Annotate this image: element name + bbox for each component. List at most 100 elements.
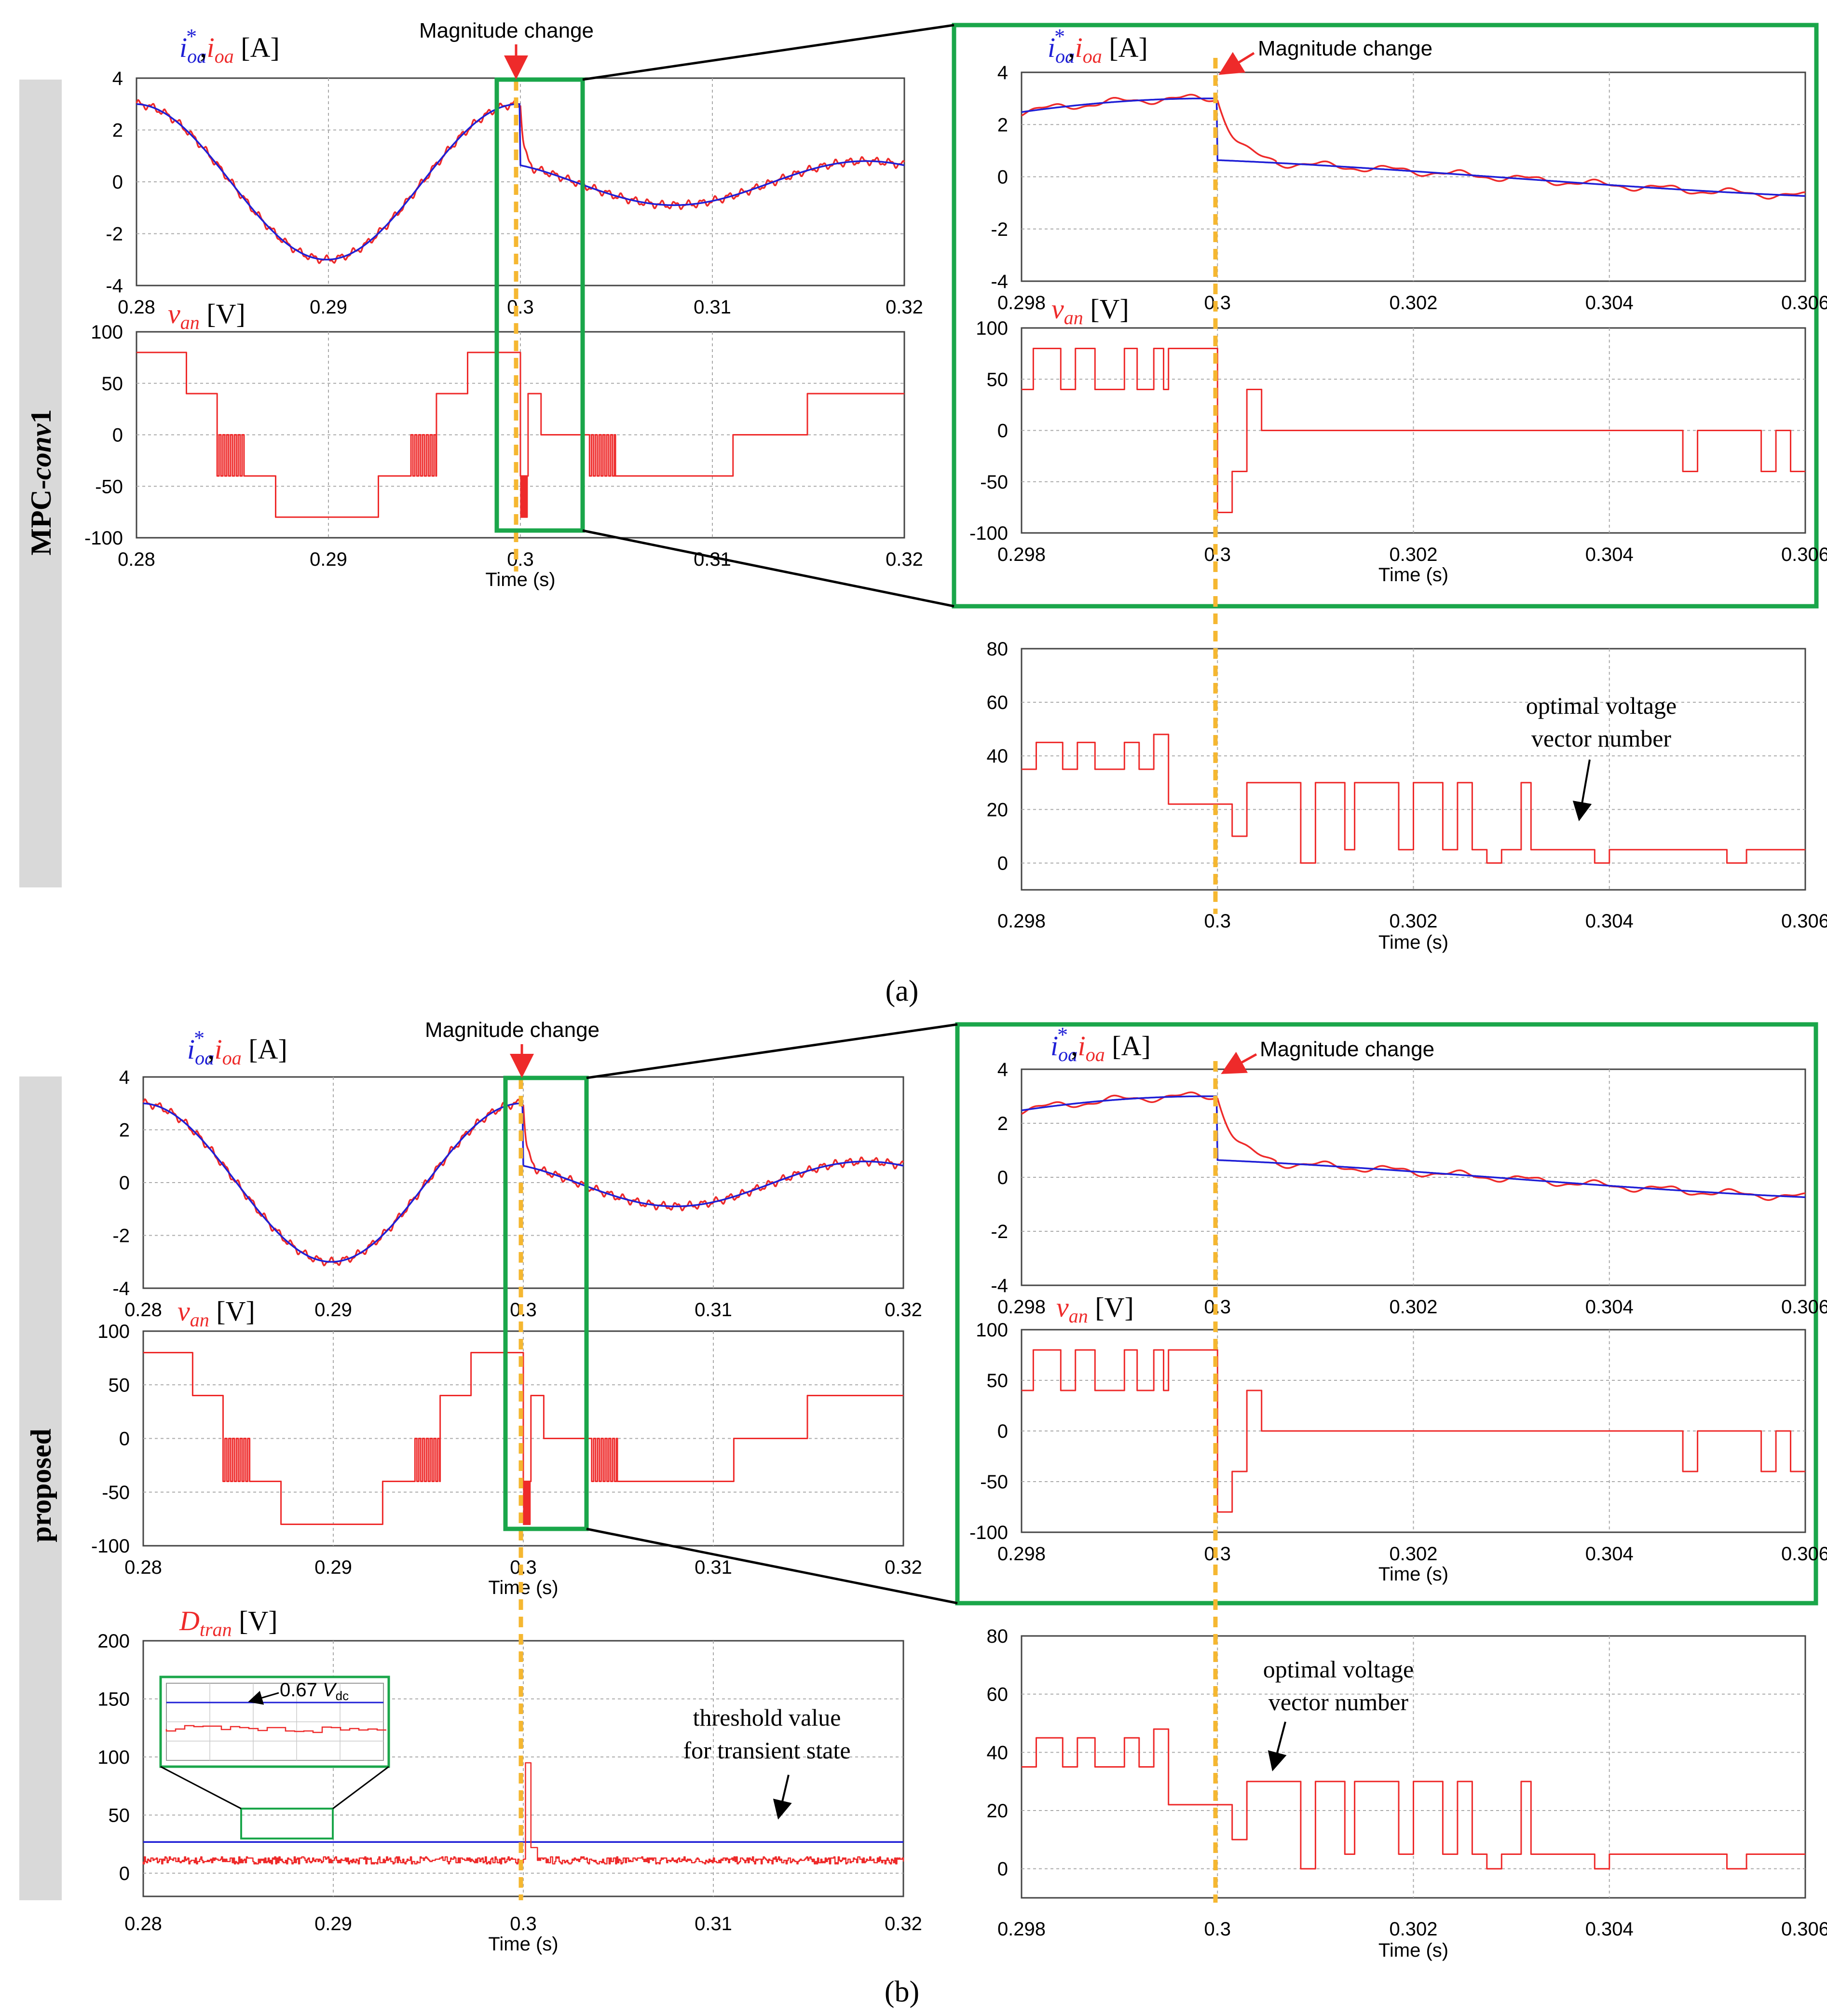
magnitude-change-label: Magnitude change (419, 19, 594, 42)
voltage-axis-title: Dtran [V] (179, 1605, 278, 1640)
chart-a_voltage_zoom: 0.2980.30.3020.3040.306100500-50-100Time… (969, 318, 1827, 586)
x-tick-label: 0.306 (1781, 544, 1827, 565)
x-tick-label: 0.32 (885, 1299, 922, 1321)
voltage-axis-title: van [V] (168, 298, 245, 333)
x-tick-label: 0.28 (124, 1299, 162, 1321)
y-tick-label: 0 (997, 421, 1008, 442)
x-tick-label: 0.3 (510, 1299, 537, 1321)
x-tick-label: 0.304 (1585, 1543, 1634, 1565)
series-optimal-vector (1022, 1728, 1805, 1870)
x-tick-label: 0.306 (1781, 911, 1827, 932)
side-label-a: MPC-conv1 (19, 80, 62, 887)
series-measured-current (1021, 94, 1806, 200)
y-tick-label: -2 (112, 1226, 130, 1247)
threshold-label: for transient state (683, 1737, 850, 1764)
x-tick-label: 0.298 (997, 1919, 1046, 1940)
threshold-arrow (773, 1774, 792, 1820)
x-tick-label: 0.31 (695, 1913, 732, 1934)
panel-label-b: (b) (885, 1975, 919, 2008)
y-tick-label: 50 (109, 1375, 130, 1396)
optimal-vector-label: vector number (1531, 725, 1672, 752)
y-tick-label: -100 (91, 1536, 130, 1557)
y-tick-label: -4 (106, 275, 123, 297)
y-tick-label: 80 (987, 639, 1009, 660)
y-tick-label: -100 (969, 1522, 1008, 1543)
series-phase-voltage (136, 352, 905, 518)
dtran-zoom-box (240, 1808, 334, 1839)
voltage-axis-title: van [V] (1056, 1292, 1134, 1327)
x-axis-label: Time (s) (1378, 564, 1448, 586)
x-tick-label: 0.32 (886, 297, 923, 318)
y-tick-label: -50 (95, 476, 123, 497)
y-tick-label: -100 (969, 523, 1008, 544)
zoom-box (494, 77, 585, 533)
x-tick-label: 0.306 (1781, 1543, 1827, 1565)
y-tick-label: 0 (119, 1429, 130, 1450)
chart-b_voltage_full: 0.28 0.29 0.3 0.31 0.32 100 50 0 -50 -100 Time (s) (91, 1321, 922, 1598)
current-axis-title: ioa* ,ioa [A] (187, 1026, 287, 1069)
y-tick-label: -2 (991, 219, 1008, 240)
x-tick-label: 0.302 (1389, 1543, 1437, 1565)
x-tick-label: 0.28 (118, 297, 155, 318)
magnitude-change-arrow (1221, 1051, 1257, 1074)
chart-b_voltage_zoom: 0.2980.30.3020.3040.306100500-50-100Time… (969, 1320, 1827, 1585)
y-tick-label: -2 (991, 1221, 1008, 1242)
series-reference-current (1021, 97, 1806, 197)
magnitude-change-label: Magnitude change (1258, 37, 1432, 60)
y-tick-label: 0 (112, 172, 123, 193)
chart-b_current_full: 0.28 0.29 0.3 0.31 0.32 4 2 0 -2 -4 (112, 1067, 922, 1321)
x-tick-label: 0.306 (1781, 1296, 1827, 1318)
magnitude-change-arrow (1218, 52, 1255, 75)
y-tick-label: 2 (112, 120, 123, 141)
y-tick-label: 0 (119, 1863, 130, 1884)
y-tick-label: -50 (980, 472, 1008, 493)
x-tick-label: 0.302 (1389, 544, 1437, 565)
y-tick-label: -50 (102, 1482, 130, 1503)
optimal-vector-label: optimal voltage (1526, 692, 1677, 719)
y-tick-label: 200 (97, 1631, 130, 1652)
y-tick-label: 20 (987, 1800, 1009, 1822)
y-tick-label: 4 (997, 62, 1008, 83)
inset-connector (332, 1766, 389, 1810)
x-tick-label: 0.3 (507, 549, 534, 570)
x-tick-label: 0.3 (1204, 1919, 1231, 1940)
y-tick-label: 2 (997, 114, 1008, 136)
x-axis-label: Time (s) (1378, 1940, 1448, 1961)
y-tick-label: 20 (987, 799, 1009, 820)
y-tick-label: 100 (97, 1747, 130, 1768)
x-tick-label: 0.3 (510, 1557, 537, 1578)
x-tick-label: 0.32 (886, 549, 923, 570)
x-axis-label: Time (s) (488, 1577, 558, 1598)
inset-dtran (165, 1725, 386, 1733)
y-tick-label: 80 (987, 1626, 1009, 1647)
y-tick-label: 60 (987, 1684, 1009, 1705)
x-tick-label: 0.304 (1585, 1919, 1634, 1940)
current-axis-title: ioa* ,ioa [A] (179, 25, 280, 67)
series-reference-current (143, 1103, 904, 1263)
x-tick-label: 0.29 (314, 1557, 352, 1578)
x-tick-label: 0.304 (1585, 911, 1634, 932)
x-tick-label: 0.29 (310, 549, 347, 570)
x-tick-label: 0.31 (695, 1557, 732, 1578)
series-optimal-vector (1022, 734, 1805, 864)
x-tick-label: 0.298 (997, 911, 1046, 932)
zoom-connector (586, 1527, 958, 1605)
voltage-axis-title: van [V] (1051, 293, 1129, 328)
y-tick-label: 2 (119, 1120, 130, 1141)
magnitude-change-label: Magnitude change (425, 1018, 600, 1042)
series-reference-current (136, 103, 905, 260)
x-tick-label: 0.32 (885, 1913, 922, 1934)
x-tick-label: 0.304 (1585, 1296, 1634, 1318)
x-tick-label: 0.29 (314, 1299, 352, 1321)
y-tick-label: 40 (987, 1742, 1009, 1763)
zoom-connector (582, 529, 954, 608)
svg-text:proposed: proposed (25, 1429, 57, 1542)
series-phase-voltage (143, 1352, 904, 1525)
x-tick-label: 0.298 (997, 544, 1046, 565)
x-tick-label: 0.298 (997, 292, 1046, 313)
y-tick-label: 60 (987, 692, 1009, 713)
optimal-vector-label: optimal voltage (1263, 1656, 1414, 1683)
y-tick-label: 50 (987, 1370, 1009, 1391)
x-axis-label: Time (s) (485, 569, 555, 590)
